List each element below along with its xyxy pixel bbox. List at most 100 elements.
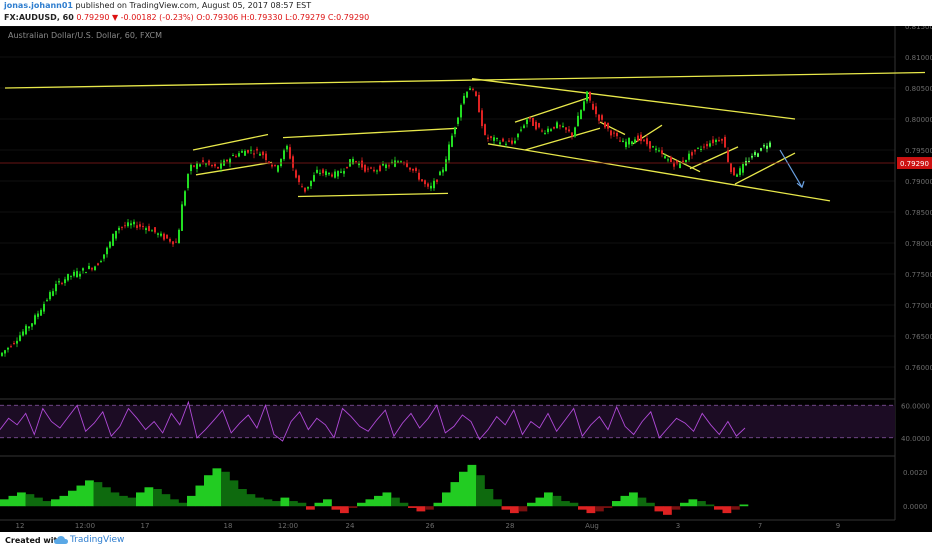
oscillator-bar bbox=[153, 489, 162, 507]
oscillator-bar bbox=[731, 506, 740, 510]
oscillator-bar bbox=[527, 502, 536, 507]
price-chart[interactable]: Australian Dollar/U.S. Dollar, 60, FXCM … bbox=[0, 26, 932, 532]
oscillator-bar bbox=[161, 494, 171, 507]
rsi-panel: 60.0000 40.0000 bbox=[0, 400, 930, 443]
candle-body bbox=[637, 135, 639, 142]
candle-body bbox=[706, 143, 708, 147]
candle-body bbox=[760, 148, 762, 151]
candle-body bbox=[718, 140, 720, 142]
candle-body bbox=[655, 148, 657, 151]
rsi-line bbox=[0, 400, 746, 442]
candle-body bbox=[454, 127, 456, 135]
candle-body bbox=[526, 119, 528, 125]
candle-body bbox=[22, 331, 24, 336]
candle-body bbox=[358, 163, 360, 166]
candle-body bbox=[556, 122, 558, 129]
candle-body bbox=[415, 168, 417, 171]
candle-body bbox=[301, 186, 303, 188]
oscillator-bar bbox=[510, 506, 519, 514]
time-axis[interactable]: 12 12:00 17 18 12:00 24 26 28 Aug 3 7 9 bbox=[0, 519, 895, 530]
oscillator-bar bbox=[119, 495, 128, 507]
author-link[interactable]: jonas.johann01 bbox=[4, 1, 73, 10]
candle-body bbox=[217, 166, 219, 169]
oscillator-bar bbox=[17, 492, 26, 507]
oscillator-bar bbox=[357, 502, 366, 507]
candle-body bbox=[586, 91, 588, 102]
candle-body bbox=[175, 241, 177, 243]
candle-body bbox=[130, 223, 132, 226]
candle-body bbox=[649, 141, 651, 149]
oscillator-bar bbox=[544, 492, 553, 507]
candle-body bbox=[292, 156, 294, 168]
candle-body bbox=[88, 265, 90, 269]
candle-body bbox=[313, 175, 315, 182]
candle-body bbox=[670, 157, 672, 162]
candle-body bbox=[370, 167, 372, 169]
candle-body bbox=[379, 165, 381, 171]
candle-body bbox=[499, 142, 501, 145]
candle-body bbox=[25, 325, 27, 335]
last-price-tag bbox=[897, 157, 932, 170]
candle-body bbox=[733, 167, 735, 176]
oscillator-bar bbox=[467, 464, 477, 507]
oscillator-bar bbox=[493, 499, 502, 507]
candle-body bbox=[97, 263, 99, 266]
last-price-tag-label: 0.79290 bbox=[900, 160, 929, 168]
candle-body bbox=[424, 180, 426, 185]
tradingview-brand[interactable]: TradingView bbox=[70, 535, 125, 545]
oscillator-bar bbox=[671, 506, 681, 510]
candle-body bbox=[763, 145, 765, 147]
candle-body bbox=[232, 155, 234, 157]
candle-body bbox=[463, 95, 465, 104]
candle-body bbox=[382, 163, 384, 166]
oscillator-bar bbox=[654, 506, 664, 512]
candle-body bbox=[73, 271, 75, 276]
candle-body bbox=[52, 291, 54, 296]
candle-body bbox=[49, 292, 51, 300]
candle-body bbox=[679, 162, 681, 169]
oscillator-bar bbox=[195, 485, 205, 507]
candle-body bbox=[562, 125, 564, 128]
candle-body bbox=[247, 149, 249, 153]
trendline bbox=[297, 192, 449, 198]
candle-body bbox=[451, 135, 453, 147]
trendline bbox=[661, 152, 701, 173]
candle-body bbox=[529, 117, 531, 119]
candle-body bbox=[445, 159, 447, 172]
candle-body bbox=[127, 222, 129, 227]
candle-body bbox=[331, 174, 333, 177]
oscillator-bar bbox=[459, 471, 468, 507]
oscillator-bar bbox=[323, 499, 332, 507]
candle-body bbox=[496, 138, 498, 140]
candle-body bbox=[139, 224, 141, 227]
candle-body bbox=[151, 230, 153, 232]
candle-body bbox=[739, 168, 741, 175]
candle-body bbox=[595, 106, 597, 115]
trendline bbox=[195, 161, 273, 176]
price-tick-label: 0.80000 bbox=[905, 116, 932, 124]
oscillator-bar bbox=[680, 502, 689, 507]
candle-body bbox=[664, 156, 666, 159]
candle-body bbox=[646, 138, 648, 145]
candle-body bbox=[184, 191, 186, 206]
last-price-line: 0.79290 bbox=[0, 157, 932, 170]
rsi-tick-label: 40.0000 bbox=[901, 435, 930, 443]
candle-body bbox=[94, 266, 96, 271]
oscillator-bar bbox=[595, 506, 604, 512]
candle-body bbox=[322, 169, 324, 174]
candle-body bbox=[211, 164, 213, 167]
candle-body bbox=[517, 133, 519, 138]
candle-body bbox=[238, 153, 240, 157]
candle-body bbox=[640, 134, 642, 141]
candle-body bbox=[574, 127, 576, 137]
oscillator-bar bbox=[340, 506, 349, 514]
candle-body bbox=[355, 161, 357, 163]
oscillator-bar bbox=[51, 499, 60, 507]
candle-body bbox=[481, 110, 483, 127]
oscillator-bar bbox=[289, 501, 298, 507]
candle-body bbox=[13, 342, 15, 344]
price-axis[interactable]: 0.81500 0.81000 0.80500 0.80000 0.79500 0.790… bbox=[894, 26, 932, 532]
projection-arrow-line bbox=[779, 149, 803, 188]
oscillator-bar bbox=[348, 506, 358, 508]
candle-body bbox=[7, 347, 9, 350]
